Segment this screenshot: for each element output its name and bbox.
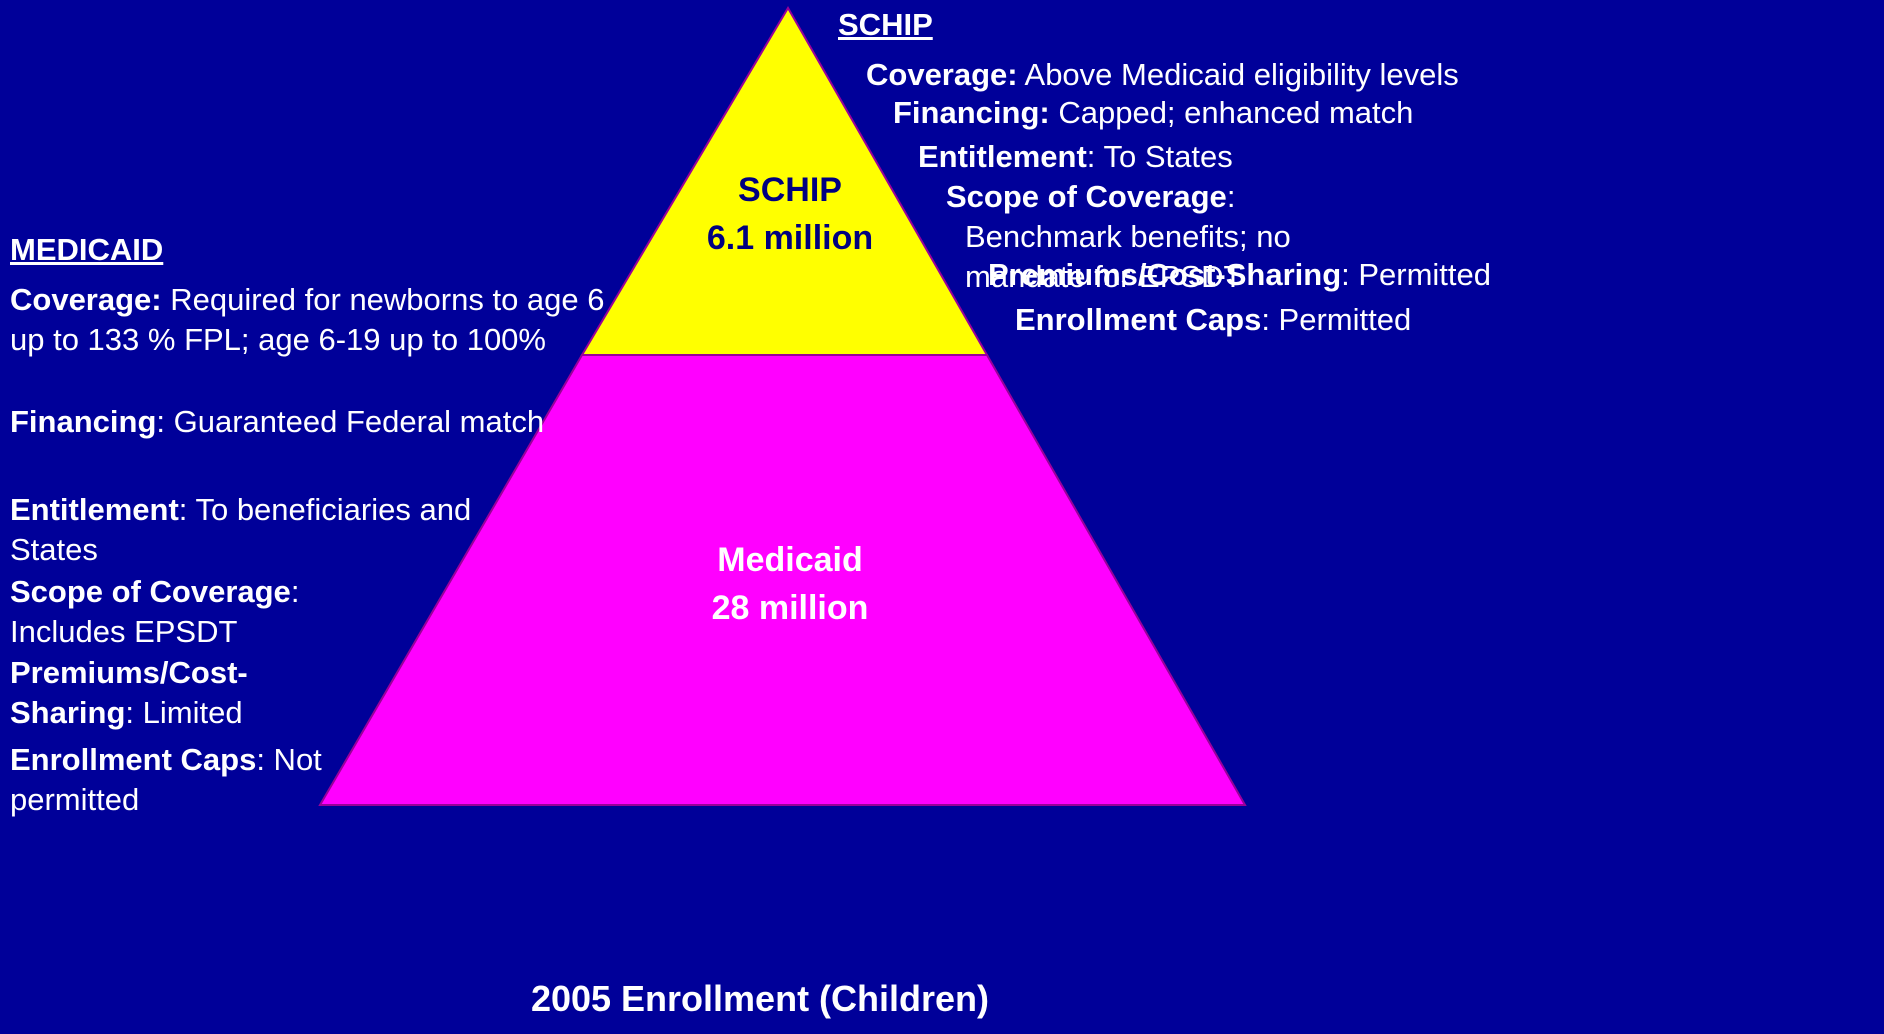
item-label: Entitlement (10, 492, 179, 527)
item-text: Above Medicaid eligibility levels (1024, 57, 1459, 92)
item-text: : To States (1086, 139, 1233, 174)
item-text: : Not permitted (10, 742, 322, 817)
item-text: : Benchmark benefits; no mandate for EPS… (965, 179, 1291, 294)
medicaid-item: Scope of Coverage: Includes EPSDT (10, 572, 390, 652)
item-text: : Limited (125, 695, 243, 730)
medicaid-count: 28 million (711, 589, 869, 627)
schip-heading: SCHIP (838, 7, 933, 42)
schip-label: SCHIP 6.1 million (640, 166, 940, 262)
item-text: : Permitted (1341, 257, 1492, 292)
schip-item: Scope of Coverage: Benchmark benefits; n… (946, 177, 1310, 297)
item-label: Entitlement (918, 139, 1087, 174)
schip-count: 6.1 million (706, 219, 874, 257)
medicaid-name: Medicaid (717, 541, 863, 579)
item-text: : To beneficiaries and States (10, 492, 472, 567)
item-text: : Guaranteed Federal match (156, 404, 545, 439)
item-label: Enrollment Caps (1015, 302, 1262, 337)
item-text: Capped; enhanced match (1058, 95, 1414, 130)
item-label: Premiums/Cost-Sharing (988, 257, 1342, 292)
medicaid-heading: MEDICAID (10, 232, 164, 267)
item-label: Scope of Coverage (946, 179, 1227, 214)
medicaid-item: Premiums/Cost-Sharing: Limited (10, 653, 310, 733)
item-text: : Includes EPSDT (10, 574, 300, 649)
schip-item: Enrollment Caps: Permitted (1015, 300, 1715, 340)
schip-item: Entitlement: To States (918, 137, 1618, 177)
item-label: Coverage: (10, 282, 162, 317)
footer: 2005 Enrollment (Children) (530, 978, 990, 1019)
item-text: : Permitted (1261, 302, 1412, 337)
item-label: Enrollment Caps (10, 742, 257, 777)
medicaid-label: Medicaid 28 million (640, 536, 940, 632)
medicaid-item: Financing: Guaranteed Federal match (10, 402, 550, 442)
item-label: Financing: (893, 95, 1050, 130)
schip-item: Premiums/Cost-Sharing: Permitted (988, 255, 1688, 295)
pyramid-bottom (318, 354, 1247, 806)
item-label: Coverage: (866, 57, 1018, 92)
schip-item: Coverage: Above Medicaid eligibility lev… (866, 55, 1566, 95)
item-label: Financing (10, 404, 157, 439)
item-label: Scope of Coverage (10, 574, 291, 609)
schip-name: SCHIP (738, 171, 842, 209)
medicaid-item: Entitlement: To beneficiaries and States (10, 490, 510, 570)
schip-item: Financing: Capped; enhanced match (893, 93, 1593, 133)
medicaid-item: Enrollment Caps: Not permitted (10, 740, 340, 820)
item-text: Required for newborns to age 6 up to 133… (10, 282, 605, 357)
medicaid-item: Coverage: Required for newborns to age 6… (10, 280, 610, 360)
item-label: Premiums/Cost-Sharing (10, 655, 248, 730)
